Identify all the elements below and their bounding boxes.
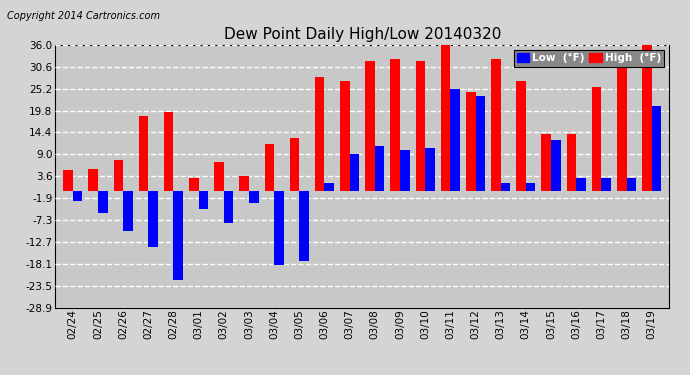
Bar bbox=[400, 150, 410, 190]
Text: Copyright 2014 Cartronics.com: Copyright 2014 Cartronics.com bbox=[7, 11, 160, 21]
Bar bbox=[642, 45, 651, 190]
Bar bbox=[189, 178, 199, 190]
Bar bbox=[491, 59, 501, 190]
Bar bbox=[73, 190, 82, 201]
Bar bbox=[516, 81, 526, 190]
Bar bbox=[425, 148, 435, 190]
Bar bbox=[441, 45, 451, 190]
Bar bbox=[215, 162, 224, 190]
Bar bbox=[576, 178, 586, 190]
Bar bbox=[365, 61, 375, 190]
Bar bbox=[340, 81, 350, 190]
Bar bbox=[475, 96, 485, 190]
Bar bbox=[627, 178, 636, 190]
Bar bbox=[551, 140, 560, 190]
Bar bbox=[466, 92, 475, 190]
Bar bbox=[164, 112, 173, 190]
Bar bbox=[173, 190, 183, 280]
Bar bbox=[123, 190, 132, 231]
Bar bbox=[249, 190, 259, 203]
Bar bbox=[375, 146, 384, 190]
Bar bbox=[592, 87, 602, 190]
Bar bbox=[274, 190, 284, 266]
Bar bbox=[315, 77, 324, 190]
Bar bbox=[63, 170, 73, 190]
Bar bbox=[651, 106, 661, 190]
Bar bbox=[451, 90, 460, 190]
Bar bbox=[199, 190, 208, 209]
Bar bbox=[88, 169, 98, 190]
Bar bbox=[415, 61, 425, 190]
Bar bbox=[139, 116, 148, 190]
Bar bbox=[526, 183, 535, 190]
Bar bbox=[391, 59, 400, 190]
Bar bbox=[324, 183, 334, 190]
Bar bbox=[617, 59, 627, 190]
Bar bbox=[114, 160, 123, 190]
Bar bbox=[224, 190, 233, 223]
Bar bbox=[98, 190, 108, 213]
Bar bbox=[290, 138, 299, 190]
Title: Dew Point Daily High/Low 20140320: Dew Point Daily High/Low 20140320 bbox=[224, 27, 501, 42]
Legend: Low  (°F), High  (°F): Low (°F), High (°F) bbox=[513, 50, 664, 66]
Bar bbox=[350, 154, 359, 190]
Bar bbox=[148, 190, 158, 247]
Bar bbox=[501, 183, 510, 190]
Bar bbox=[602, 178, 611, 190]
Bar bbox=[542, 134, 551, 190]
Bar bbox=[566, 134, 576, 190]
Bar bbox=[239, 176, 249, 190]
Bar bbox=[299, 190, 309, 261]
Bar bbox=[264, 144, 274, 190]
